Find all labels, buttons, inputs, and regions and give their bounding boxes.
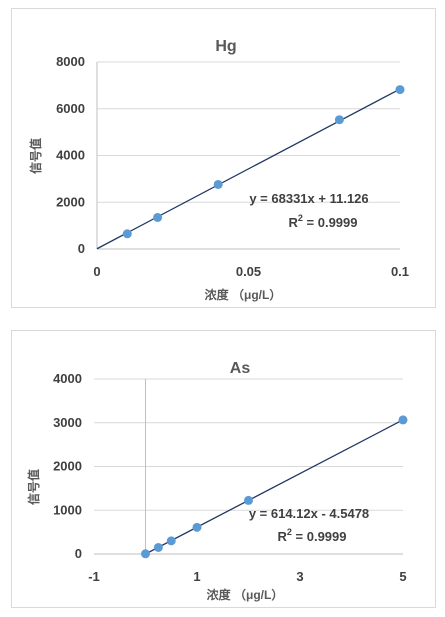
data-point (153, 542, 163, 552)
trendline (96, 88, 401, 250)
data-point (122, 229, 132, 239)
data-point (398, 415, 408, 425)
y-tick-label: 3000 (53, 415, 82, 430)
trendline (145, 419, 404, 555)
chart-panel-as: As 0 1000 2000 3000 4000 -1 1 3 5 y = 614.12x -… (11, 330, 436, 608)
y-tick-label: 4000 (53, 371, 82, 386)
y-tick-label: 4000 (56, 148, 85, 163)
x-tick-label: -1 (88, 569, 100, 584)
trend-equation: y = 614.12x - 4.5478 (249, 506, 369, 521)
y-axis-label: 信号值 (26, 469, 41, 505)
r-squared-label: R2 = 0.9999 (289, 213, 358, 230)
y-tick-label: 8000 (56, 54, 85, 69)
x-tick-label: 3 (296, 569, 303, 584)
chart-title: As (230, 360, 251, 377)
data-point (153, 212, 163, 222)
y-tick-label: 1000 (53, 502, 82, 517)
chart-panel-hg: Hg 0 2000 4000 6000 8000 0 0.05 0.1 y = 68331x… (11, 8, 436, 308)
r-squared-label: R2 = 0.9999 (278, 527, 347, 544)
hg-chart-svg: Hg 0 2000 4000 6000 8000 0 0.05 0.1 y = 68331x… (28, 38, 409, 302)
trend-equation: y = 68331x + 11.126 (249, 191, 368, 206)
x-tick-label: 5 (399, 569, 406, 584)
data-point (192, 522, 202, 532)
y-axis-label: 信号值 (28, 138, 43, 174)
data-point (334, 115, 344, 125)
data-point (166, 536, 176, 546)
chart-title: Hg (215, 38, 236, 55)
data-point (213, 179, 223, 189)
as-chart-svg: As 0 1000 2000 3000 4000 -1 1 3 5 y = 614.12x -… (26, 360, 408, 602)
y-tick-label: 0 (75, 546, 82, 561)
x-tick-label: 0.05 (236, 264, 261, 279)
data-point (141, 549, 150, 559)
x-tick-label: 0 (93, 264, 100, 279)
y-tick-label: 0 (78, 241, 85, 256)
x-tick-label: 1 (193, 569, 200, 584)
y-tick-label: 2000 (56, 194, 85, 209)
y-tick-label: 2000 (53, 459, 82, 474)
x-tick-label: 0.1 (391, 264, 409, 279)
y-tick-label: 6000 (56, 101, 85, 116)
x-axis-label: 浓度 （μg/L） (205, 287, 282, 302)
x-axis-label: 浓度 （μg/L） (207, 587, 284, 602)
data-point (395, 85, 405, 95)
data-point (244, 495, 253, 505)
